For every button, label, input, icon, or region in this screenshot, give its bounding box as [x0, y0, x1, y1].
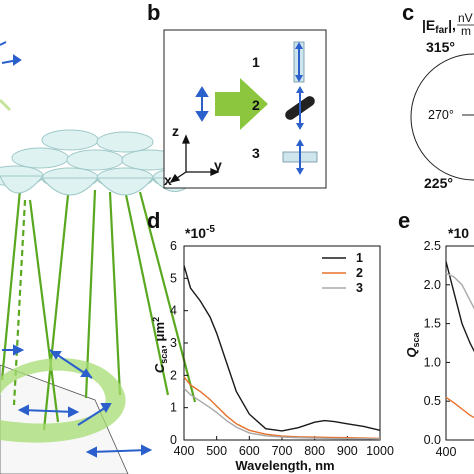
orientation-label-1: 1 — [252, 54, 260, 70]
chart-d-x-ticks: 400 500 600 700 800 900 1000 — [174, 436, 394, 458]
series-line-2 — [445, 396, 474, 419]
series-line-3 — [445, 272, 474, 310]
far-field-unit-numerator: nV — [458, 11, 473, 25]
polar-circle — [410, 53, 474, 181]
y-tick-label: 0.0 — [424, 433, 441, 447]
y-tick-label: 1.0 — [424, 355, 441, 369]
x-tick-label: 500 — [206, 444, 227, 458]
polar-angle-270: 270° — [428, 108, 454, 122]
series-line-1 — [183, 265, 381, 432]
y-tick-label: 3 — [170, 336, 177, 350]
x-tick-label: 400 — [174, 444, 195, 458]
orientation-label-2: 2 — [252, 97, 260, 113]
y-tick-label: 1 — [170, 401, 177, 415]
chart-e-y-axis-label: Qsca — [404, 331, 421, 357]
panel-label-d: d — [147, 208, 160, 233]
lens-array — [0, 129, 199, 196]
panel-label-b: b — [147, 0, 160, 25]
chart-d-series — [183, 265, 381, 440]
legend-label-2: 2 — [356, 266, 363, 280]
panel-label-e: e — [398, 208, 410, 233]
chart-d-x-axis-label: Wavelength, nm — [235, 458, 334, 473]
far-field-title: |Efar|, — [422, 17, 456, 36]
y-tick-label: 2.0 — [424, 278, 441, 292]
y-tick-label: 4 — [170, 304, 177, 318]
panel-e: e *10 2.5 2.0 1.5 1.0 0.5 0.0 400 Qsca — [398, 208, 474, 459]
panel-c: c |Efar|, nV m 315° 270° 225° — [402, 0, 474, 191]
y-tick-label: 2 — [170, 368, 177, 382]
nanorod-orientation-1 — [293, 41, 305, 83]
chart-e-multiplier: *10 — [448, 225, 469, 241]
chart-d-legend: 123 — [322, 251, 363, 295]
y-tick-label: 0.5 — [424, 394, 441, 408]
x-tick-label: 600 — [239, 444, 260, 458]
substrate-plane — [0, 364, 129, 474]
x-tick-label: 900 — [337, 444, 358, 458]
chart-e-frame — [445, 245, 474, 441]
series-line-3 — [183, 387, 381, 440]
x-tick-label: 1000 — [366, 444, 394, 458]
y-tick-label: 5 — [170, 271, 177, 285]
nanorod-orientation-3 — [282, 139, 318, 175]
chart-d-y-ticks: 0 1 2 3 4 5 6 — [170, 239, 188, 447]
y-tick-label: 6 — [170, 239, 177, 253]
y-tick-label: 0 — [170, 433, 177, 447]
chart-e-x-tick: 400 — [436, 445, 457, 459]
far-field-unit-denominator: m — [461, 24, 471, 38]
incident-beam-trace — [0, 98, 12, 112]
x-tick-label: 700 — [272, 444, 293, 458]
chart-d-multiplier: *10-5 — [185, 224, 215, 241]
series-line-2 — [183, 376, 381, 440]
polar-angle-315: 315° — [426, 39, 455, 55]
chart-e-series — [445, 261, 474, 419]
chart-e-y-ticks: 2.5 2.0 1.5 1.0 0.5 0.0 — [424, 239, 450, 447]
x-tick-label: 800 — [304, 444, 325, 458]
nanorod-orientation-2 — [285, 86, 315, 130]
axis-z-label: z — [172, 123, 179, 139]
incident-light-arrow — [215, 78, 268, 130]
polarization-arrow-b — [195, 86, 209, 122]
panel-b: b 1 2 3 — [147, 0, 327, 189]
legend-label-3: 3 — [356, 281, 363, 295]
polar-angle-225: 225° — [424, 175, 453, 191]
polarization-arrows-a — [0, 41, 153, 458]
panel-a-illustration — [0, 41, 199, 474]
axes-triad — [169, 134, 220, 184]
chart-d-y-axis-label: Csca, μm2 — [151, 317, 169, 373]
series-line-1 — [445, 261, 474, 353]
legend-label-1: 1 — [356, 251, 363, 265]
y-tick-label: 1.5 — [424, 317, 441, 331]
axis-y-label: y — [214, 157, 222, 173]
y-tick-label: 2.5 — [424, 239, 441, 253]
orientation-label-3: 3 — [252, 145, 260, 161]
panel-label-c: c — [402, 0, 414, 25]
scattering-ring — [0, 358, 126, 443]
axis-x-label: x — [164, 172, 172, 188]
